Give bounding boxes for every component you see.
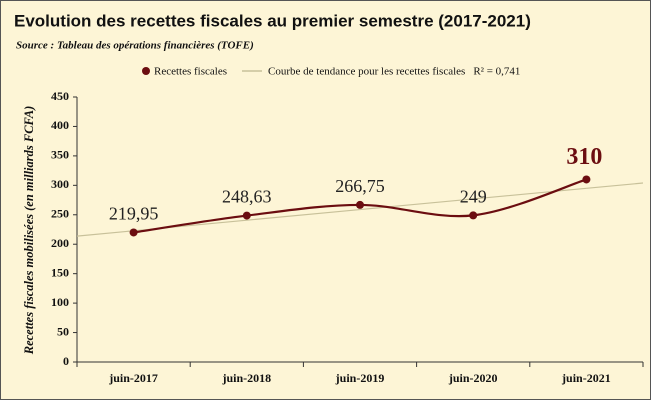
trend-extension (586, 182, 644, 189)
y-tick-label: 150 (51, 265, 69, 279)
legend-label: Courbe de tendance pour les recettes fis… (268, 66, 465, 78)
y-tick-label: 350 (51, 148, 69, 162)
data-point (469, 211, 478, 220)
x-tick-label: juin-2019 (335, 371, 385, 385)
x-tick-label: juin-2020 (448, 371, 498, 385)
data-point (242, 211, 251, 220)
y-tick-label: 200 (51, 236, 69, 250)
chart-title: Evolution des recettes fiscales au premi… (14, 11, 531, 30)
trend-extension (76, 230, 134, 237)
data-point (129, 228, 138, 237)
x-tick-label: juin-2021 (561, 371, 611, 385)
y-tick-label: 0 (63, 354, 69, 368)
data-point (356, 200, 364, 209)
y-tick-label: 100 (51, 295, 69, 309)
x-tick-label: juin-2017 (108, 371, 158, 385)
chart-subtitle: Source : Tableau des opérations financiè… (16, 40, 254, 52)
legend-marker (142, 67, 150, 75)
y-tick-label: 450 (51, 89, 69, 103)
y-tick-label: 400 (51, 118, 69, 132)
trend-line (133, 187, 587, 232)
data-label: 266,75 (335, 176, 385, 196)
annotation: R² = 0,741 (473, 66, 520, 78)
y-tick-label: 50 (57, 324, 69, 338)
data-label: 219,95 (109, 204, 159, 224)
data-label: 248,63 (222, 187, 272, 207)
data-label: 249 (460, 186, 487, 206)
legend-label: Recettes fiscales (154, 66, 227, 78)
y-axis-label: Recettes fiscales mobilisées (en milliar… (22, 106, 36, 356)
x-tick-label: juin-2018 (221, 371, 271, 385)
y-tick-label: 300 (51, 177, 69, 191)
y-tick-label: 250 (51, 207, 69, 221)
data-point (582, 175, 591, 184)
data-label: 310 (566, 144, 602, 170)
